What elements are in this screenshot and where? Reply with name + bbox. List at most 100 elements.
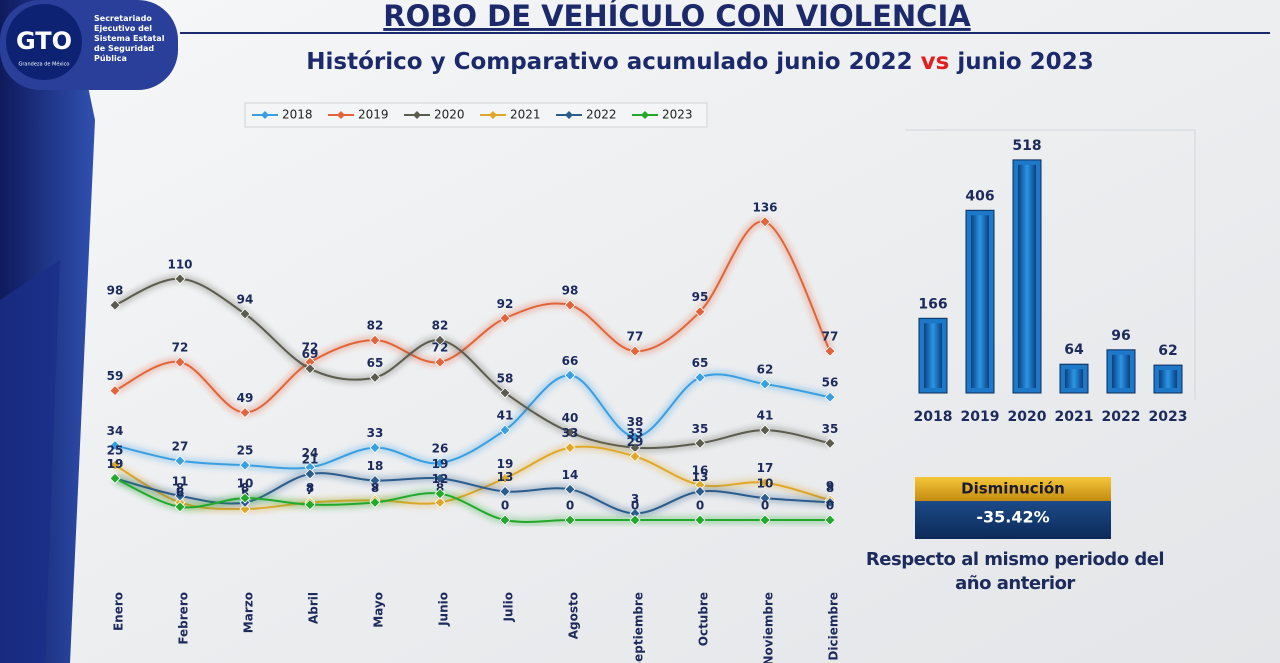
point: [694, 485, 706, 498]
data-label: 0: [826, 499, 834, 513]
data-label: 0: [696, 499, 704, 513]
data-label: 41: [497, 409, 514, 423]
data-label: 26: [432, 441, 449, 455]
data-label: 77: [627, 330, 644, 344]
data-label: 49: [237, 391, 254, 405]
data-label: 0: [566, 499, 574, 513]
data-label: 35: [822, 422, 839, 436]
legend-box: [244, 102, 708, 128]
data-label: 33: [367, 426, 384, 440]
data-label: 72: [302, 341, 319, 355]
data-label: 94: [237, 292, 254, 306]
point: [174, 501, 186, 513]
data-label: 11: [172, 474, 189, 488]
data-label: 14: [562, 468, 579, 482]
x-tick-label: Diciembre: [827, 592, 841, 661]
data-label: 10: [757, 477, 774, 491]
legend-marker: [641, 111, 649, 119]
point: [824, 496, 836, 509]
legend-label: 2023: [662, 108, 693, 122]
x-tick-label: Mayo: [372, 592, 386, 628]
data-label: 166: [918, 296, 947, 312]
data-label: 19: [107, 457, 124, 471]
bar-bevel: [1065, 369, 1083, 388]
data-label: 24: [302, 446, 319, 460]
x-tick-label: Enero: [112, 592, 126, 631]
point: [499, 424, 511, 436]
point: [694, 371, 706, 384]
line: [114, 445, 831, 511]
point: [239, 308, 251, 320]
point: [434, 472, 446, 484]
data-label: 96: [1111, 328, 1130, 344]
point: [369, 371, 381, 384]
point: [564, 369, 576, 381]
point: [564, 426, 576, 438]
legend-label: 2021: [510, 108, 541, 122]
x-tick-label: 2022: [1102, 409, 1141, 425]
line: [114, 472, 831, 515]
bar-bevel: [924, 323, 942, 388]
data-label: 7: [306, 483, 314, 497]
data-label: 77: [822, 330, 839, 344]
charts: Enero Febrero Marzo Abril Mayo Junio Julio Agos…: [107, 102, 1187, 663]
data-label: 27: [172, 439, 189, 453]
data-label: 136: [752, 200, 777, 214]
data-label: 8: [241, 481, 249, 495]
legend-label: 2018: [282, 108, 313, 122]
legend-label: 2020: [434, 108, 465, 122]
badge-bottom: [915, 501, 1111, 539]
badge-value: -35.42%: [976, 508, 1049, 527]
legend-marker: [337, 111, 345, 119]
point: [759, 378, 771, 390]
point: [434, 356, 446, 368]
data-label: 19: [432, 457, 449, 471]
legend-marker: [261, 111, 269, 119]
point: [239, 492, 251, 504]
point: [759, 424, 771, 436]
point: [434, 334, 446, 346]
data-label: 8: [176, 481, 184, 495]
data-label: 59: [107, 369, 124, 383]
point: [759, 492, 771, 504]
data-label: 13: [497, 470, 514, 484]
point: [629, 345, 641, 357]
x-tick-label: 2018: [914, 409, 953, 425]
x-tick-label: Julio: [502, 592, 516, 622]
data-label: 33: [562, 426, 579, 440]
badge-label: Disminución: [961, 480, 1065, 498]
data-label: 33: [627, 426, 644, 440]
data-label: 0: [631, 499, 639, 513]
legend-label: 2019: [358, 108, 389, 122]
data-label: 8: [826, 481, 834, 495]
point: [499, 472, 511, 484]
data-label: 82: [367, 319, 384, 333]
badge-top: [915, 477, 1111, 501]
data-label: 6: [176, 485, 184, 499]
data-label: 8: [371, 481, 379, 495]
bar-bevel: [1159, 370, 1177, 388]
data-label: 19: [497, 457, 514, 471]
point: [824, 345, 836, 357]
bar-bevel: [1018, 164, 1036, 388]
point: [434, 457, 446, 469]
logo-tagline: Grandeza de México: [19, 61, 70, 68]
data-label: 3: [631, 492, 639, 506]
point: [239, 406, 251, 419]
note-box: Respecto al mismo periodo del año anteri…: [866, 549, 1165, 594]
bar-frame: [905, 129, 1196, 400]
point: [239, 503, 251, 515]
data-label: 58: [497, 371, 514, 385]
data-label: 406: [965, 188, 994, 204]
point: [629, 514, 641, 526]
data-label: 82: [432, 319, 449, 333]
data-label: 40: [562, 411, 579, 425]
data-label: 66: [562, 354, 579, 368]
data-label: 8: [306, 481, 314, 495]
point: [759, 514, 771, 526]
point: [174, 490, 186, 502]
point: [239, 459, 251, 471]
x-tick-label: Febrero: [177, 592, 191, 645]
data-label: 34: [107, 424, 124, 438]
